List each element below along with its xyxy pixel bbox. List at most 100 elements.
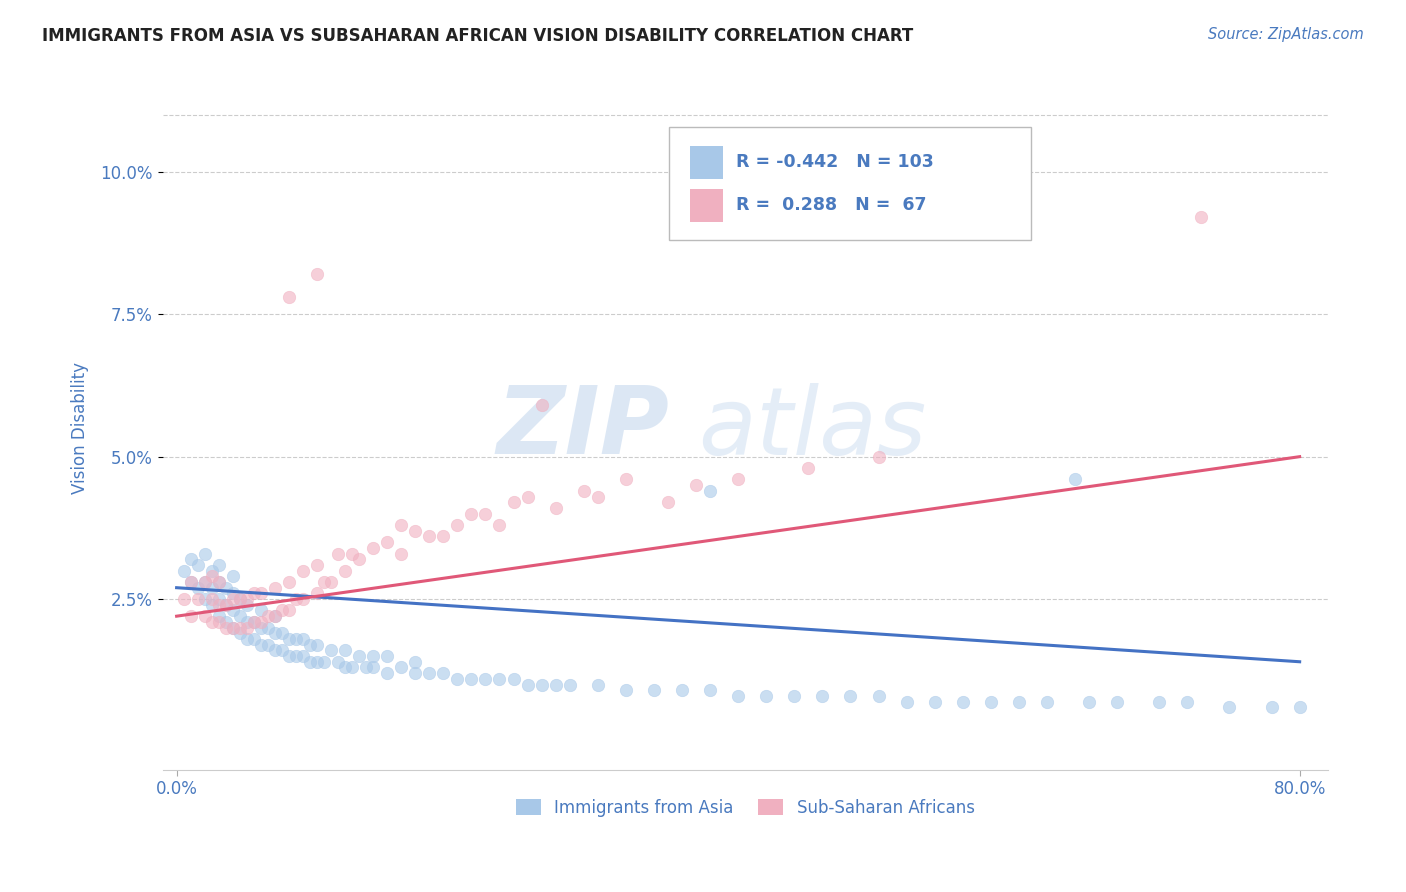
- Point: [418, 666, 440, 681]
- Point: [614, 683, 637, 698]
- Point: [264, 643, 287, 657]
- Point: [586, 490, 609, 504]
- Point: [277, 632, 299, 646]
- Point: [516, 490, 538, 504]
- Point: [797, 461, 820, 475]
- Point: [270, 626, 292, 640]
- Point: [222, 592, 245, 607]
- Point: [952, 695, 974, 709]
- Point: [173, 564, 195, 578]
- Point: [446, 672, 468, 686]
- Point: [1288, 700, 1310, 714]
- Point: [326, 547, 349, 561]
- Point: [340, 660, 363, 674]
- Point: [375, 666, 398, 681]
- Point: [194, 574, 217, 589]
- Text: ZIP: ZIP: [496, 382, 669, 475]
- Point: [236, 632, 259, 646]
- Point: [187, 558, 209, 572]
- Point: [643, 683, 665, 698]
- Point: [340, 547, 363, 561]
- Point: [699, 483, 721, 498]
- Point: [1078, 695, 1101, 709]
- Point: [222, 621, 245, 635]
- Point: [222, 621, 245, 635]
- Point: [544, 677, 567, 691]
- Text: IMMIGRANTS FROM ASIA VS SUBSAHARAN AFRICAN VISION DISABILITY CORRELATION CHART: IMMIGRANTS FROM ASIA VS SUBSAHARAN AFRIC…: [42, 27, 914, 45]
- Point: [755, 689, 778, 703]
- Point: [257, 609, 280, 624]
- Point: [270, 643, 292, 657]
- Point: [375, 535, 398, 549]
- Point: [208, 574, 231, 589]
- Point: [418, 529, 440, 543]
- Point: [432, 666, 454, 681]
- Point: [270, 603, 292, 617]
- Point: [727, 473, 749, 487]
- Point: [180, 574, 202, 589]
- Point: [404, 655, 426, 669]
- Point: [502, 495, 524, 509]
- Point: [319, 574, 342, 589]
- Point: [354, 660, 377, 674]
- Text: R =  0.288   N =  67: R = 0.288 N = 67: [735, 196, 927, 214]
- Point: [1189, 211, 1212, 225]
- Point: [389, 547, 412, 561]
- Point: [222, 569, 245, 583]
- Point: [924, 695, 946, 709]
- Text: atlas: atlas: [699, 383, 927, 474]
- Point: [671, 683, 693, 698]
- Point: [333, 564, 356, 578]
- Point: [614, 473, 637, 487]
- Point: [250, 615, 273, 629]
- Point: [896, 695, 918, 709]
- FancyBboxPatch shape: [690, 145, 723, 178]
- Point: [699, 683, 721, 698]
- Point: [236, 592, 259, 607]
- Point: [194, 574, 217, 589]
- Point: [312, 574, 335, 589]
- Point: [236, 621, 259, 635]
- Point: [727, 689, 749, 703]
- Point: [284, 592, 307, 607]
- FancyBboxPatch shape: [669, 128, 1031, 240]
- Point: [375, 648, 398, 663]
- Point: [361, 541, 384, 555]
- Point: [208, 598, 231, 612]
- Point: [460, 507, 482, 521]
- Point: [222, 586, 245, 600]
- Point: [404, 666, 426, 681]
- Point: [333, 643, 356, 657]
- Point: [208, 558, 231, 572]
- Point: [1260, 700, 1282, 714]
- Point: [208, 592, 231, 607]
- Point: [305, 638, 328, 652]
- Point: [277, 574, 299, 589]
- Point: [333, 660, 356, 674]
- Point: [250, 621, 273, 635]
- Point: [180, 609, 202, 624]
- Point: [361, 660, 384, 674]
- Point: [201, 598, 224, 612]
- Point: [201, 569, 224, 583]
- Point: [474, 672, 496, 686]
- Point: [222, 603, 245, 617]
- Point: [180, 574, 202, 589]
- Point: [291, 592, 314, 607]
- Point: [868, 450, 890, 464]
- Point: [312, 655, 335, 669]
- Point: [432, 529, 454, 543]
- Point: [243, 615, 266, 629]
- Point: [361, 648, 384, 663]
- Point: [215, 581, 238, 595]
- Point: [250, 603, 273, 617]
- Point: [291, 632, 314, 646]
- Point: [1107, 695, 1129, 709]
- Point: [488, 672, 510, 686]
- Point: [208, 574, 231, 589]
- Point: [187, 592, 209, 607]
- Point: [572, 483, 595, 498]
- FancyBboxPatch shape: [690, 189, 723, 222]
- Point: [347, 648, 370, 663]
- Point: [215, 615, 238, 629]
